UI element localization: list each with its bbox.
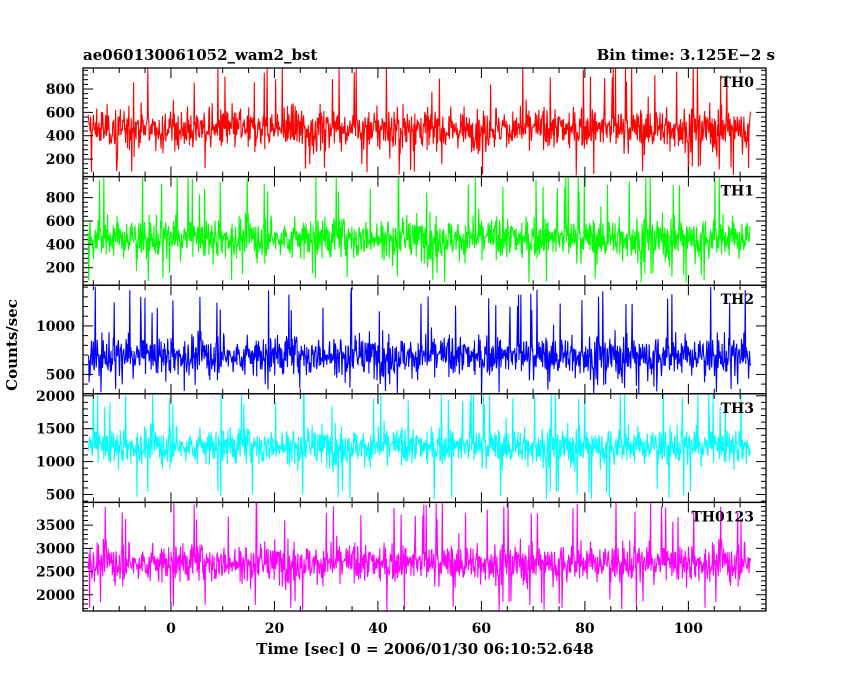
panel-th1: 200 400 600 800 TH1 [46, 175, 767, 286]
chart-title-left: ae060130061052_wam2_bst [83, 46, 317, 64]
series-line-th1 [87, 176, 751, 283]
x-tick-label: 80 [575, 621, 595, 637]
panel-label-th3: TH3 [721, 401, 754, 417]
y-tick-label: 600 [46, 214, 75, 230]
chart-title-right: Bin time: 3.125E−2 s [597, 46, 775, 64]
panel-label-th1: TH1 [721, 184, 754, 200]
y-tick-label: 2000 [36, 588, 75, 604]
x-tick-label: 40 [368, 621, 388, 637]
y-tick-label: 800 [46, 191, 75, 207]
y-tick-label: 600 [46, 105, 75, 121]
y-tick-label: 500 [46, 488, 75, 504]
series-line-th3 [87, 393, 751, 500]
panel-th0123: 2000 2500 3000 3500 TH0123 [36, 501, 767, 612]
x-tick-label: 0 [166, 621, 176, 637]
y-tick-label: 400 [46, 237, 75, 253]
panel-label-th0: TH0 [721, 75, 755, 91]
y-tick-label: 1500 [36, 422, 75, 438]
panel-frame [82, 501, 767, 612]
x-axis-title: Time [sec] 0 = 2006/01/30 06:10:52.648 [256, 640, 593, 658]
x-tick-label: 60 [472, 621, 492, 637]
y-tick-label: 1000 [36, 319, 75, 335]
panel-label-th2: TH2 [721, 292, 754, 308]
series-line-th0123 [87, 502, 752, 611]
panel-th2: 500 1000 TH2 [36, 284, 767, 395]
series-line-th0 [87, 68, 752, 176]
y-tick-label: 3000 [36, 541, 75, 557]
x-tick-label: 100 [674, 621, 703, 637]
y-tick-label: 200 [46, 152, 75, 168]
panel-label-th0123: TH0123 [691, 509, 754, 525]
y-tick-label: 3500 [36, 518, 75, 534]
y-tick-label: 800 [46, 82, 75, 98]
series-line-th2 [87, 286, 752, 394]
panel-frame [82, 284, 767, 395]
y-tick-label: 500 [46, 367, 75, 383]
y-tick-label: 400 [46, 129, 75, 145]
y-tick-label: 200 [46, 261, 75, 277]
panel-th3: 500 1000 1500 2000 TH3 [36, 389, 767, 504]
y-tick-label: 2500 [36, 565, 75, 581]
y-axis-title: Counts/sec [3, 299, 21, 391]
y-tick-label: 2000 [36, 389, 75, 405]
y-tick-label: 1000 [36, 455, 75, 471]
x-tick-label: 20 [265, 621, 285, 637]
panel-th0: 200 400 600 800 TH0 [46, 67, 767, 178]
